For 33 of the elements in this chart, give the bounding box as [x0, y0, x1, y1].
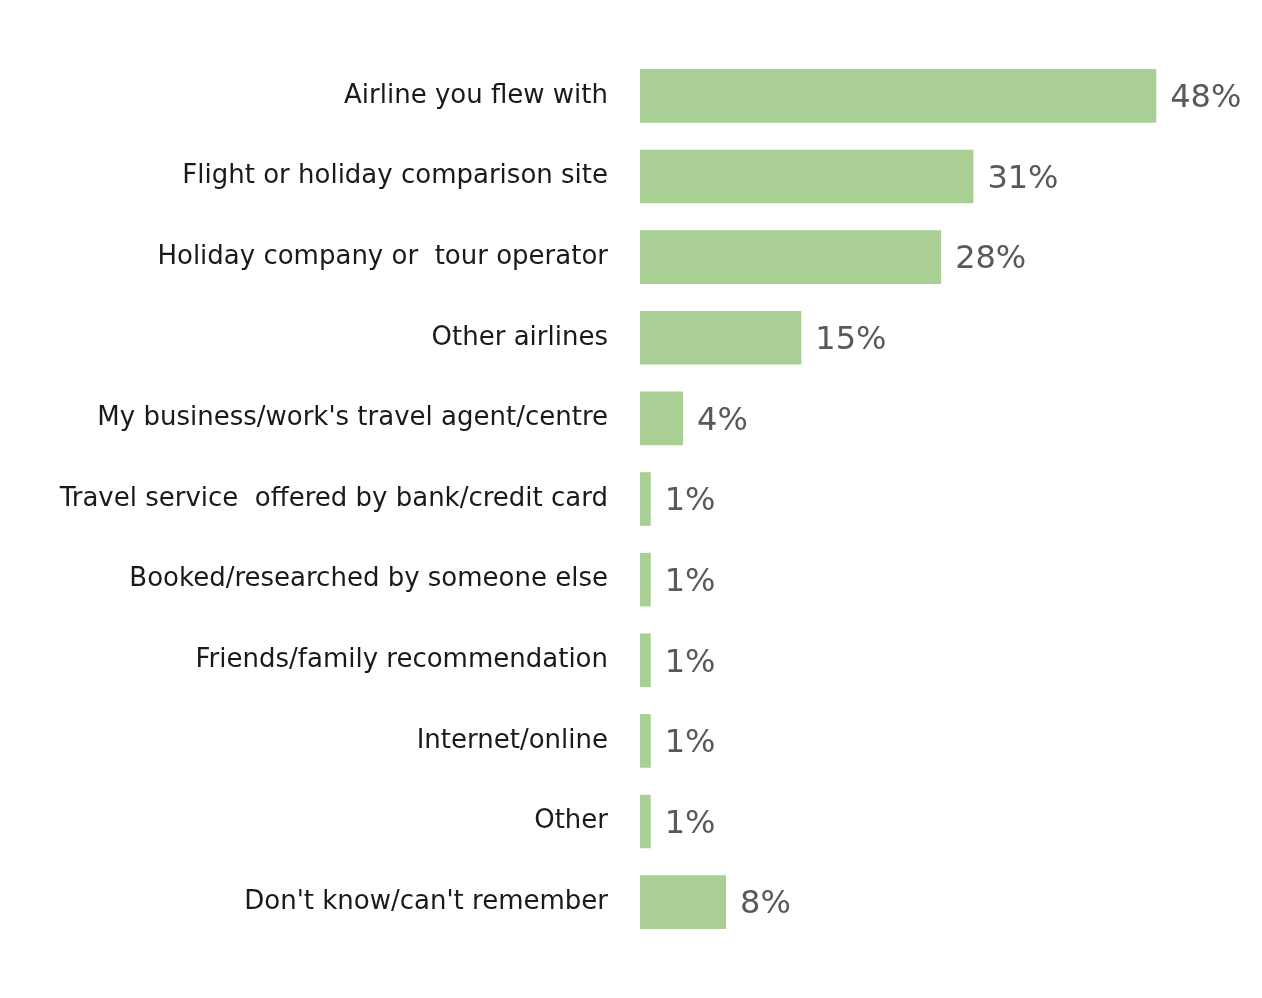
- bar: [640, 633, 651, 688]
- y-tick-label: Airline you flew with: [344, 78, 608, 109]
- data-label: 1%: [664, 722, 716, 761]
- data-label: 1%: [664, 560, 716, 599]
- y-tick-label: Don't know/can't remember: [244, 884, 609, 915]
- bar: [640, 552, 651, 607]
- bar: [640, 391, 684, 446]
- y-tick-label: Friends/family recommendation: [195, 642, 608, 673]
- y-tick-label: Travel service offered by bank/credit card: [58, 481, 608, 512]
- data-label: 1%: [664, 641, 716, 680]
- y-tick-label: Booked/researched by someone else: [129, 562, 608, 593]
- y-tick-label: My business/work's travel agent/centre: [97, 401, 608, 432]
- data-label: 8%: [740, 883, 791, 922]
- y-tick-label: Other: [534, 804, 609, 835]
- bar: [640, 472, 651, 526]
- bar: [640, 69, 1157, 123]
- y-tick-label: Flight or holiday comparison site: [182, 159, 608, 190]
- data-label: 1%: [664, 802, 716, 841]
- data-label: 15%: [815, 319, 887, 358]
- y-tick-label: Holiday company or tour operator: [157, 239, 609, 270]
- bar: [640, 149, 974, 204]
- data-label: 4%: [697, 399, 748, 438]
- bar: [640, 230, 942, 284]
- y-tick-label: Internet/online: [416, 723, 608, 754]
- data-label: 31%: [987, 157, 1059, 196]
- bar: [640, 310, 802, 365]
- data-label: 28%: [955, 238, 1027, 277]
- bar: [640, 714, 651, 768]
- data-label: 48%: [1170, 77, 1242, 116]
- bar: [640, 794, 651, 849]
- data-label: 1%: [664, 480, 716, 519]
- bar: [640, 875, 727, 929]
- y-tick-label: Other airlines: [431, 320, 608, 351]
